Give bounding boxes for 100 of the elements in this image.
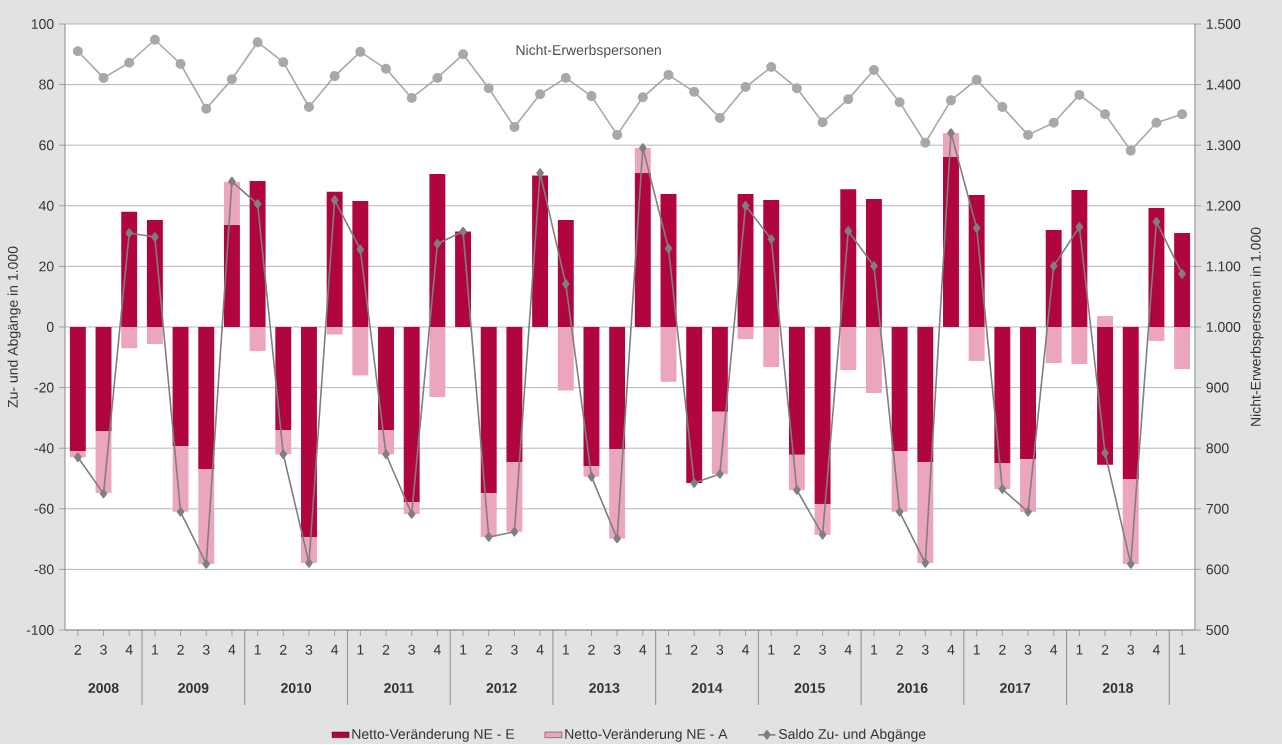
point [72, 46, 83, 57]
point [1151, 117, 1162, 128]
bar [1174, 233, 1191, 328]
bar [788, 327, 805, 455]
bar [146, 327, 163, 344]
point [690, 478, 698, 488]
x-tick-label: 3 [1024, 644, 1032, 655]
x-tick-label: 1 [254, 644, 261, 655]
point [406, 92, 417, 103]
point [175, 59, 186, 69]
x-tick-label: 1 [152, 644, 159, 655]
bar [1097, 316, 1114, 328]
point [305, 558, 313, 568]
point [868, 65, 879, 76]
point [613, 533, 621, 544]
y2-tick-label: 1.500 [1206, 19, 1241, 29]
point [663, 69, 674, 80]
point [535, 89, 546, 100]
point [356, 244, 365, 255]
point [1048, 117, 1059, 128]
bar [994, 327, 1011, 464]
point [586, 91, 597, 102]
point [1178, 269, 1186, 279]
y-tick-label: 0 [46, 322, 54, 332]
point [714, 112, 725, 123]
point [330, 195, 339, 205]
point [560, 72, 571, 83]
text: 2011 [384, 683, 414, 693]
point [382, 449, 390, 460]
x-tick-label: 4 [1050, 644, 1058, 655]
text: 2013 [589, 683, 620, 693]
bar [1071, 190, 1088, 328]
point [151, 232, 159, 242]
x-tick-label: 4 [639, 644, 647, 655]
x-tick-label: 4 [125, 644, 133, 655]
bar [326, 327, 343, 335]
bar [146, 220, 163, 328]
bar [711, 327, 728, 412]
point [355, 46, 366, 57]
point [740, 82, 751, 93]
x-tick-label: 2 [485, 644, 492, 655]
point [894, 97, 905, 108]
point [252, 37, 263, 48]
y2-tick-label: 600 [1206, 564, 1229, 575]
point [228, 176, 236, 187]
bar [223, 224, 240, 328]
y-tick-label: -60 [34, 503, 54, 514]
y2-tick-label: 900 [1206, 382, 1229, 393]
bar [737, 327, 754, 340]
bar [1122, 327, 1139, 480]
y-axis-title: Zu- und Abgänge in 1.000 [7, 246, 21, 408]
x-tick-label: 4 [844, 644, 852, 655]
x-tick-label: 1 [871, 644, 878, 655]
point [509, 122, 520, 133]
y-tick-label: 100 [31, 19, 54, 29]
text: 2009 [178, 683, 209, 693]
bar [506, 327, 523, 463]
bar [352, 327, 369, 376]
point [407, 509, 416, 519]
y2-tick-label: 1.100 [1206, 261, 1241, 272]
point [843, 94, 854, 105]
point [1024, 507, 1032, 517]
point [1152, 217, 1161, 227]
point [201, 103, 212, 114]
point [920, 137, 931, 148]
bar [172, 327, 189, 447]
y2-tick-label: 700 [1206, 503, 1229, 514]
y-tick-label: 80 [39, 79, 54, 90]
x-tick-label: 1 [460, 644, 467, 655]
point [895, 507, 904, 517]
point [972, 223, 981, 233]
point [561, 279, 570, 289]
bar [1174, 327, 1191, 370]
bar [763, 327, 780, 367]
bar [95, 327, 112, 431]
point [510, 527, 519, 537]
x-tick-label: 3 [202, 644, 210, 655]
x-tick-label: 3 [305, 644, 313, 655]
point [1074, 89, 1085, 100]
bar [840, 327, 857, 371]
bar [121, 211, 138, 328]
x-tick-label: 2 [896, 644, 903, 655]
point [329, 71, 340, 82]
y2-tick-label: 1.000 [1206, 322, 1241, 332]
point [817, 117, 828, 128]
point [381, 63, 392, 74]
legend-label: Netto-Veränderung NE - E [352, 728, 515, 742]
text: 2015 [794, 683, 825, 693]
x-tick-label: 3 [921, 644, 929, 655]
x-tick-label: 2 [999, 644, 1006, 655]
bar [557, 327, 574, 391]
x-tick-label: 2 [74, 644, 82, 655]
bar [1020, 327, 1036, 460]
x-tick-label: 3 [819, 644, 826, 655]
bar [557, 220, 574, 328]
bar [532, 175, 549, 328]
bar [378, 327, 394, 431]
x-tick-label: 3 [100, 644, 107, 655]
bar [198, 327, 215, 470]
point [612, 129, 623, 140]
